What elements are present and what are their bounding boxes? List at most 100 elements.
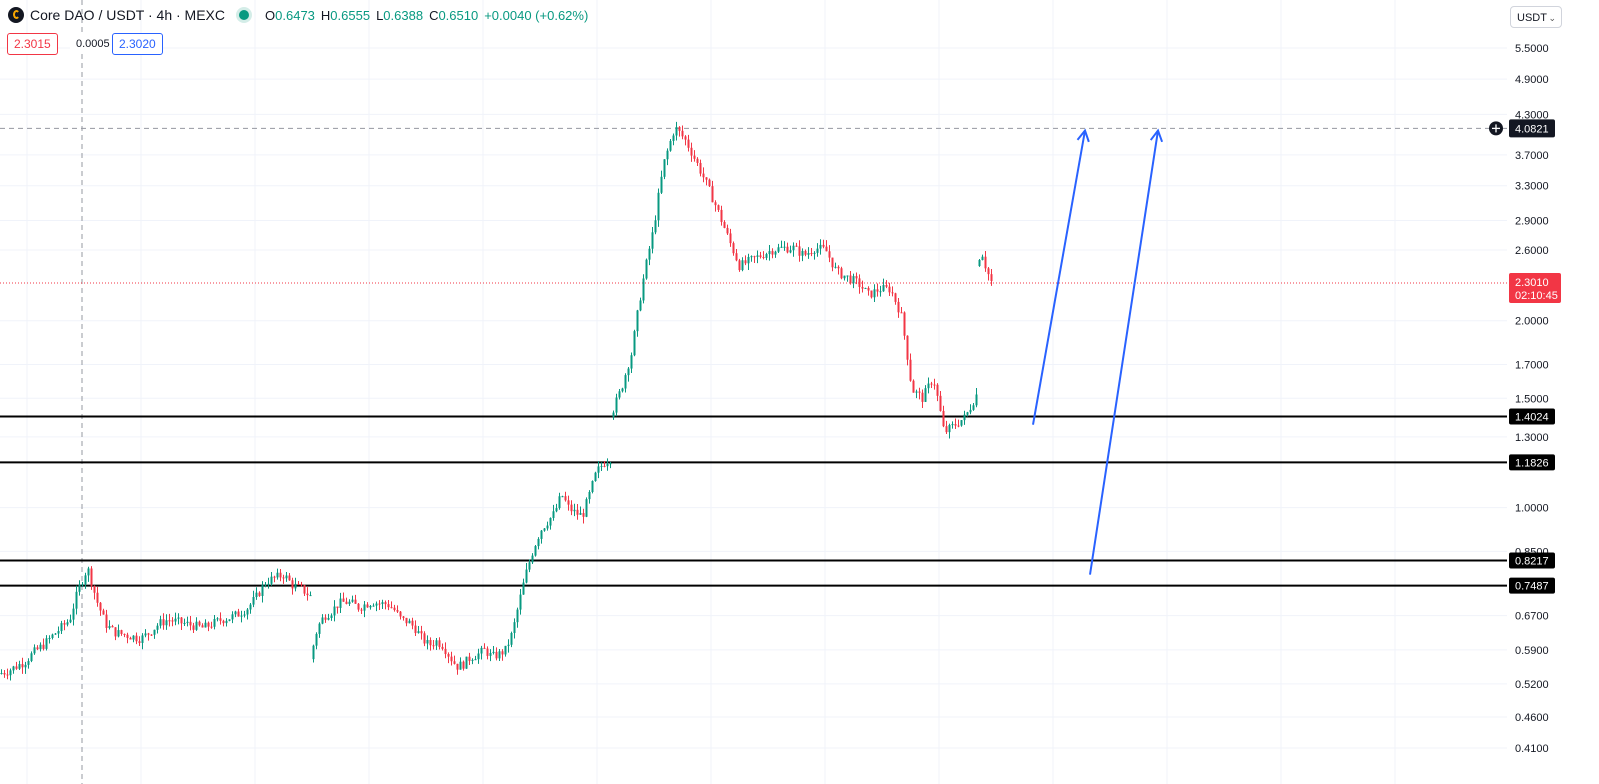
candle-body <box>132 635 135 640</box>
candle-body <box>252 597 255 605</box>
candle-body <box>720 209 723 222</box>
chevron-down-icon: ⌄ <box>1548 13 1556 23</box>
candle-body <box>480 647 483 654</box>
market-status-dot-icon[interactable] <box>239 10 250 20</box>
candle-body <box>537 538 540 547</box>
candle-body <box>618 391 621 398</box>
y-tick-label: 4.3000 <box>1515 109 1549 121</box>
candle-body <box>348 601 351 604</box>
candle-body <box>51 634 54 638</box>
arrow-drawings <box>1032 128 1164 575</box>
candle-body <box>159 619 162 626</box>
candle-body <box>864 287 867 289</box>
candle-body <box>477 653 480 660</box>
candle-body <box>288 575 291 581</box>
candle-body <box>759 255 762 258</box>
candle-body <box>345 601 348 604</box>
candle-body <box>81 584 84 586</box>
candle-body <box>843 275 846 279</box>
candle-body <box>441 646 444 649</box>
candle-body <box>408 620 411 624</box>
candle-body <box>447 654 450 657</box>
candle-body <box>831 257 834 268</box>
candle-body <box>564 496 567 501</box>
grid <box>0 0 1507 784</box>
candle-body <box>456 663 459 670</box>
candle-body <box>627 368 630 376</box>
candle-body <box>273 576 276 578</box>
candle-body <box>225 620 228 624</box>
buy-price-button[interactable]: 2.3020 <box>112 33 163 55</box>
candle-body <box>75 591 78 609</box>
candle-body <box>126 634 129 638</box>
candle-body <box>771 251 774 255</box>
ohlc-open-value: 0.6473 <box>275 7 315 23</box>
candle-body <box>327 617 330 620</box>
candle-body <box>714 202 717 206</box>
candle-body <box>222 620 225 624</box>
candle-body <box>435 640 438 646</box>
candle-body <box>828 251 831 258</box>
candle-body <box>420 631 423 634</box>
candle-body <box>576 509 579 515</box>
candle-body <box>216 618 219 620</box>
candle-body <box>969 409 972 413</box>
candle-body <box>837 266 840 269</box>
candle-body <box>504 645 507 655</box>
candle-body <box>543 528 546 531</box>
currency-selector[interactable]: USDT ⌄ <box>1510 6 1562 28</box>
candle-body <box>3 672 6 675</box>
candle-body <box>333 606 336 616</box>
candle-body <box>0 672 3 674</box>
symbol-title[interactable]: Core DAO / USDT · 4h · MEXC <box>30 7 226 23</box>
ohlc-low-value: 0.6388 <box>383 7 424 23</box>
candle-body <box>258 592 261 596</box>
candle-body <box>717 205 720 210</box>
sell-price-button[interactable]: 2.3015 <box>7 33 58 55</box>
crosshair-price-label: 4.0821 <box>1515 123 1549 135</box>
candle-body <box>459 661 462 670</box>
candle-body <box>594 472 597 482</box>
candle-body <box>867 287 870 291</box>
candle-body <box>354 599 357 604</box>
candle-body <box>552 511 555 518</box>
candle-body <box>687 139 690 148</box>
candle-body <box>384 602 387 605</box>
y-tick-label: 1.7000 <box>1515 360 1549 372</box>
candle-body <box>186 621 189 623</box>
candle-body <box>42 644 45 649</box>
spread-value: 0.0005 <box>70 34 116 54</box>
level-price-tag <box>1509 577 1555 594</box>
candles <box>0 121 993 681</box>
candle-body <box>324 617 327 620</box>
candle-body <box>213 618 216 627</box>
candle-body <box>669 140 672 151</box>
level-price-tag <box>1509 552 1555 569</box>
candle-body <box>519 594 522 610</box>
candle-body <box>147 633 150 635</box>
candle-body <box>735 253 738 261</box>
candle-body <box>495 651 498 659</box>
candle-body <box>69 619 72 623</box>
candle-body <box>879 291 882 293</box>
candle-body <box>756 255 759 257</box>
candle-body <box>507 644 510 646</box>
candle-body <box>894 293 897 302</box>
candle-body <box>414 625 417 634</box>
candle-body <box>246 609 249 615</box>
candle-body <box>942 410 945 427</box>
candle-body <box>912 380 915 393</box>
candle-body <box>939 395 942 411</box>
level-price-label: 1.1826 <box>1515 457 1549 469</box>
candle-body <box>903 312 906 336</box>
y-tick-label: 0.5900 <box>1515 645 1549 657</box>
candle-body <box>309 595 312 597</box>
candle-body <box>753 256 756 258</box>
candle-body <box>138 641 141 643</box>
candle-body <box>723 221 726 228</box>
candle-body <box>696 158 699 163</box>
candle-body <box>366 604 369 608</box>
level-price-label: 0.7487 <box>1515 581 1549 593</box>
candle-body <box>255 592 258 598</box>
